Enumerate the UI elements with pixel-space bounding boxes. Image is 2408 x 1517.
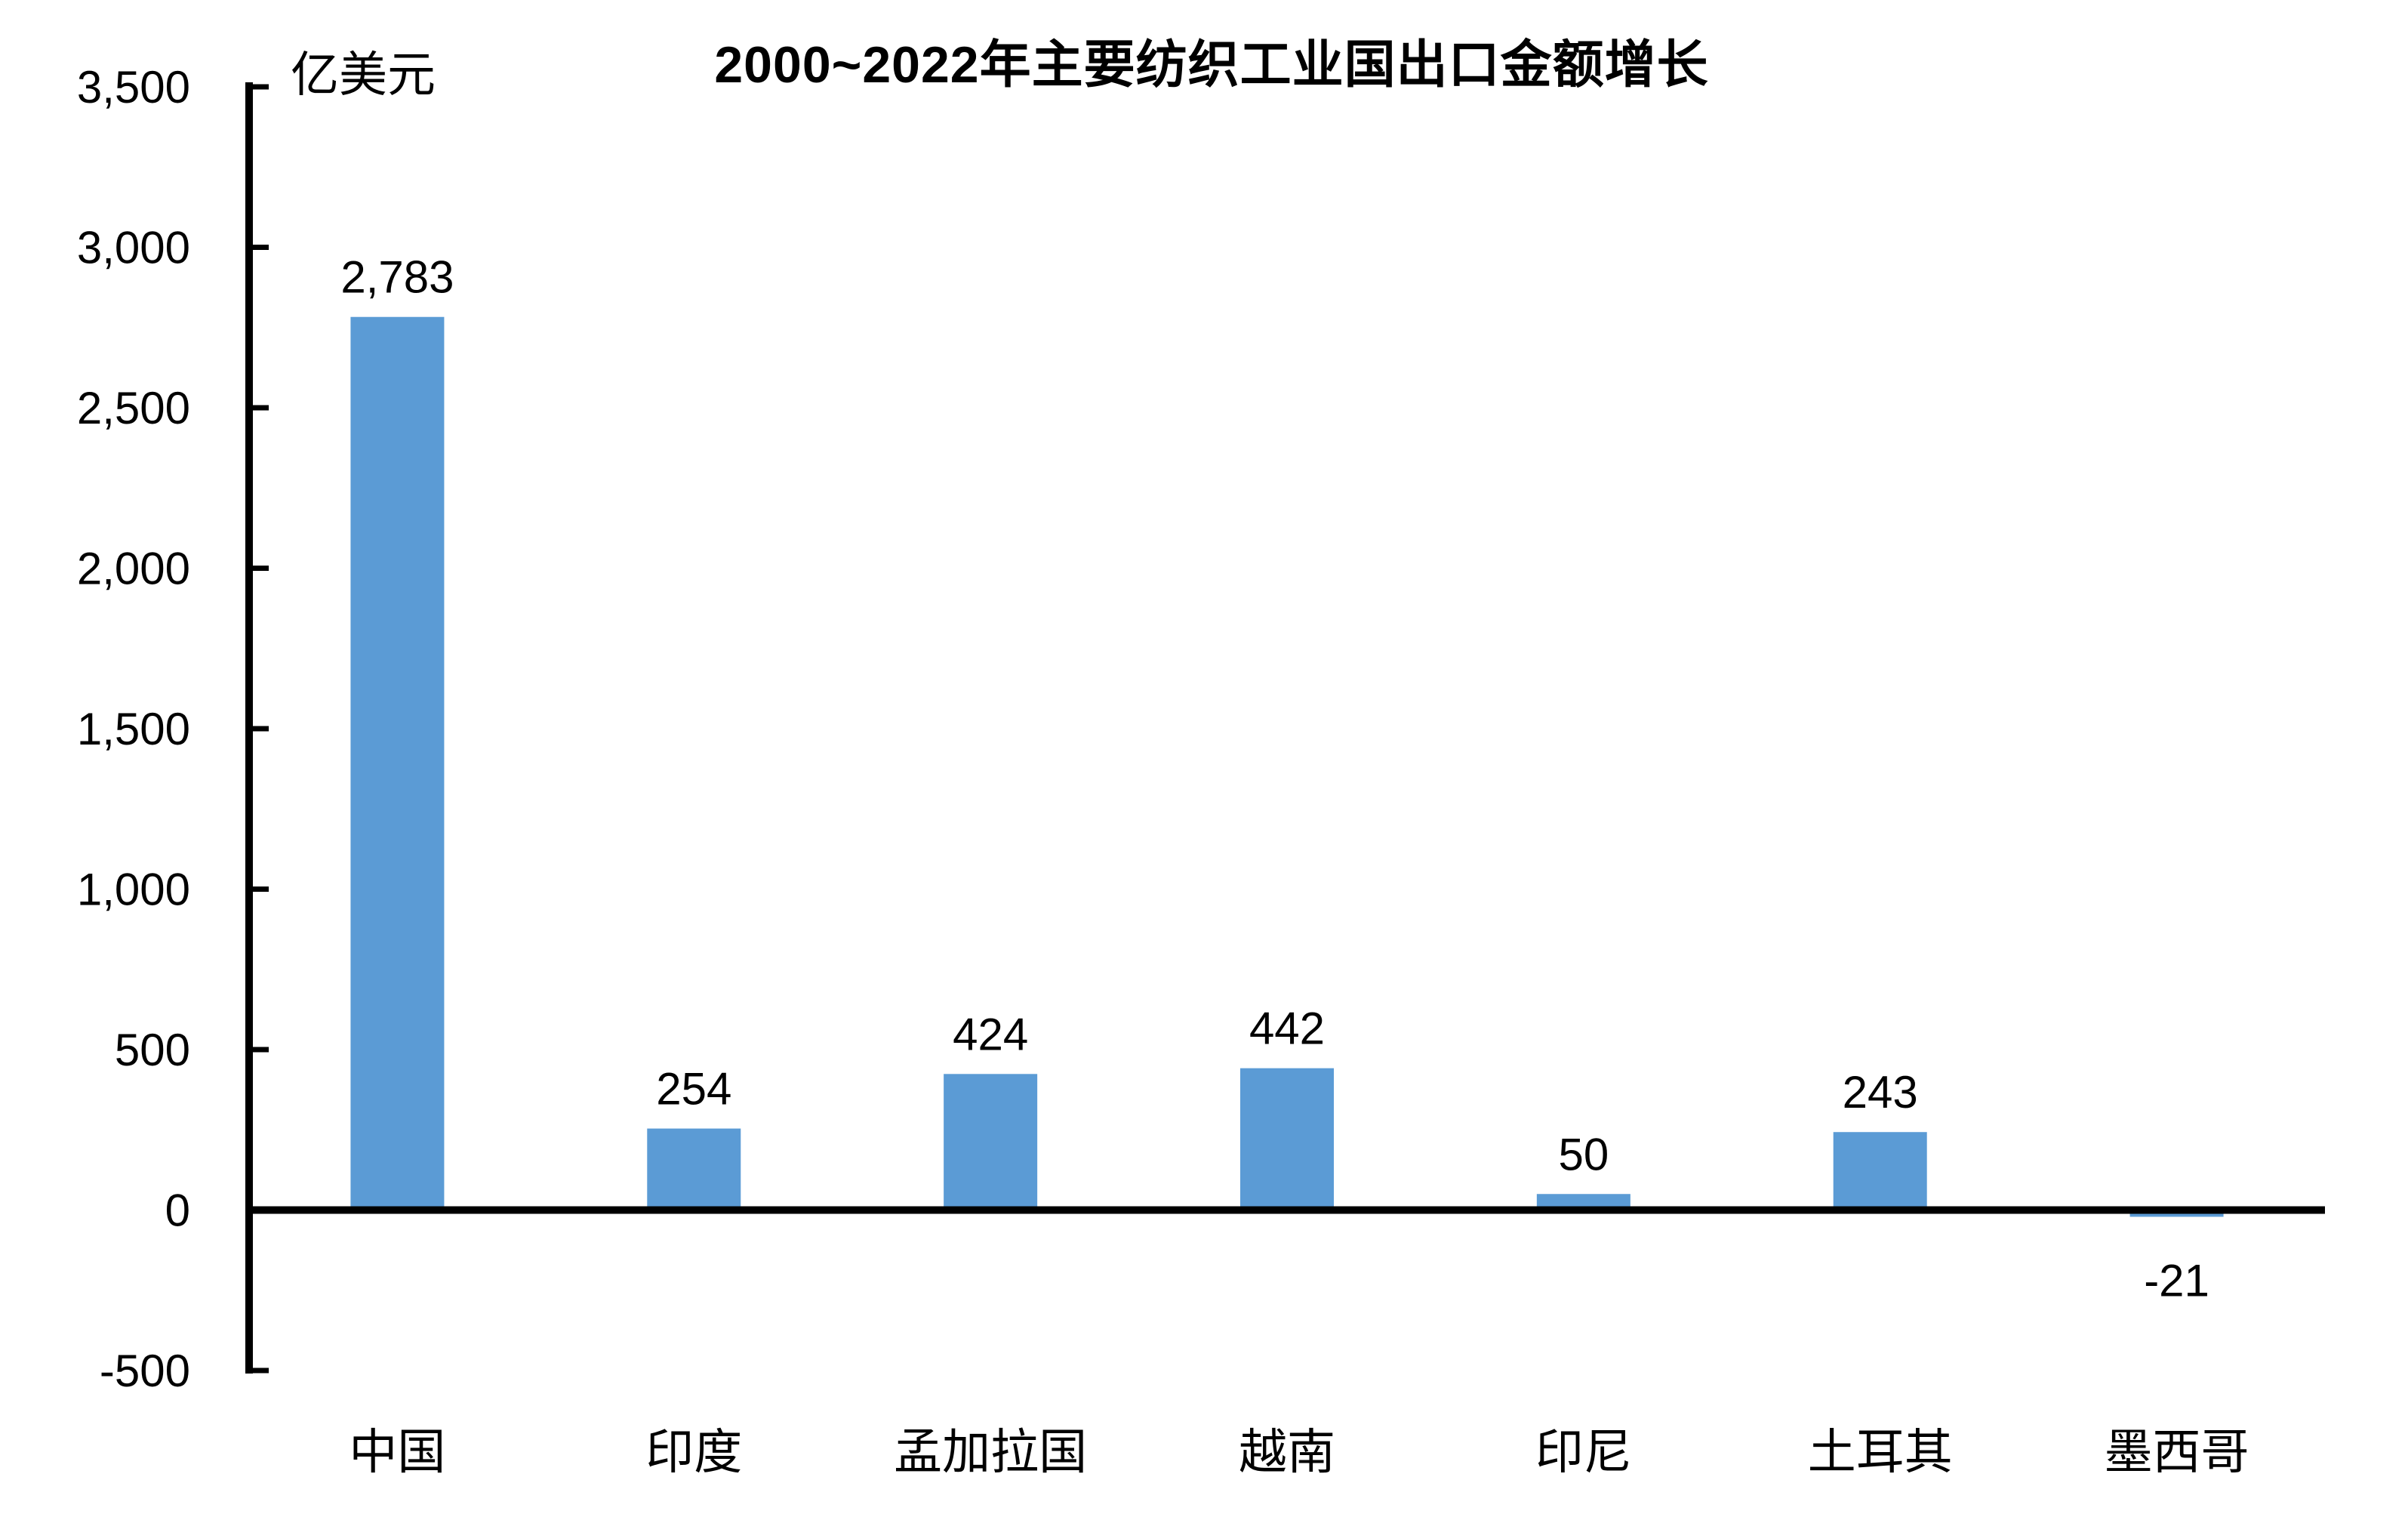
y-tick-label: -500 bbox=[100, 1346, 190, 1396]
category-label: 印度 bbox=[645, 1426, 742, 1479]
value-label: 2,783 bbox=[340, 252, 454, 303]
bar-6 bbox=[1833, 1132, 1927, 1210]
value-label: -21 bbox=[2144, 1255, 2209, 1306]
value-label: 254 bbox=[656, 1064, 731, 1115]
category-label: 中国 bbox=[349, 1426, 445, 1479]
bar-4 bbox=[1240, 1068, 1334, 1210]
category-label: 印尼 bbox=[1535, 1426, 1632, 1479]
bar-2 bbox=[647, 1128, 741, 1210]
y-tick-label: 1,000 bbox=[77, 865, 190, 915]
value-label: 243 bbox=[1843, 1067, 1918, 1118]
bar-5 bbox=[1536, 1194, 1630, 1210]
value-label: 424 bbox=[953, 1009, 1028, 1059]
y-tick-label: 0 bbox=[165, 1186, 190, 1236]
y-tick-label: 2,000 bbox=[77, 544, 190, 594]
y-tick-label: 1,500 bbox=[77, 704, 190, 754]
y-tick-label: 2,500 bbox=[77, 383, 190, 433]
category-label: 土耳其 bbox=[1808, 1426, 1953, 1479]
chart-title: 2000~2022年主要纺织工业国出口金额增长 bbox=[714, 36, 1709, 94]
bar-1 bbox=[350, 316, 445, 1210]
value-label: 442 bbox=[1249, 1004, 1325, 1054]
bar-3 bbox=[944, 1074, 1038, 1210]
category-label: 孟加拉国 bbox=[894, 1426, 1087, 1479]
value-label: 50 bbox=[1558, 1129, 1609, 1179]
y-tick-label: 3,500 bbox=[77, 62, 190, 113]
y-axis-unit-label: 亿美元 bbox=[291, 48, 436, 102]
y-tick-label: 3,000 bbox=[77, 223, 190, 273]
y-tick-label: 500 bbox=[115, 1025, 190, 1075]
category-label: 墨西哥 bbox=[2105, 1426, 2249, 1479]
category-label: 越南 bbox=[1239, 1426, 1335, 1479]
